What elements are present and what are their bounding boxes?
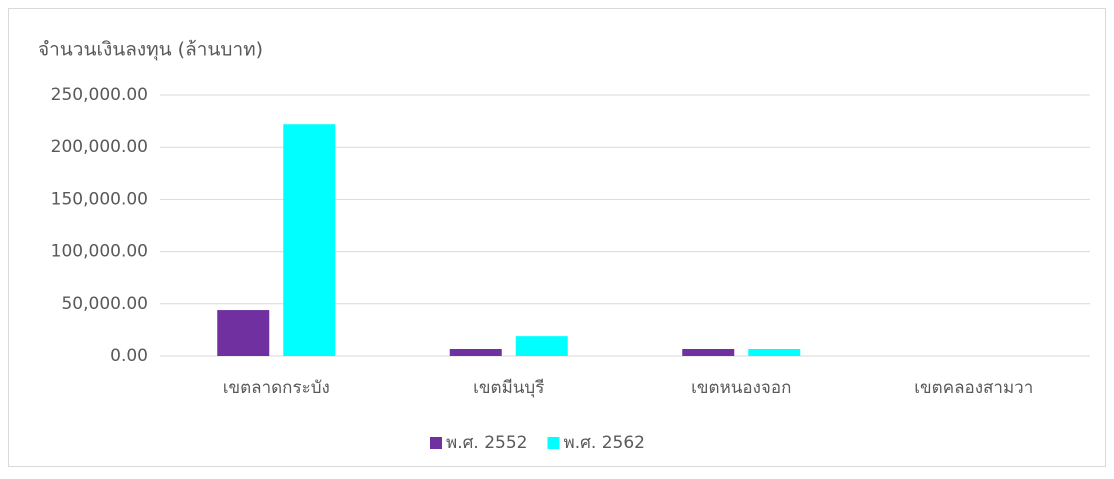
x-tick-label: เขตหนองจอก <box>691 378 791 398</box>
chart-title: จำนวนเงินลงทุน (ล้านบาท) <box>38 39 263 62</box>
bar <box>682 349 735 356</box>
y-tick-label: 150,000.00 <box>51 189 148 209</box>
legend-swatch <box>547 437 560 449</box>
bar <box>217 310 270 356</box>
legend-label: พ.ศ. 2562 <box>563 433 644 453</box>
bar <box>515 336 568 356</box>
y-tick-label: 100,000.00 <box>51 242 148 262</box>
x-tick-label: เขตลาดกระบัง <box>223 378 330 398</box>
y-tick-label: 50,000.00 <box>61 294 148 314</box>
y-tick-label: 200,000.00 <box>51 137 148 157</box>
chart-border <box>8 8 1106 467</box>
x-tick-label: เขตมีนบุรี <box>473 378 544 398</box>
bar <box>449 349 502 356</box>
y-tick-label: 250,000.00 <box>51 85 148 105</box>
y-tick-label: 0.00 <box>110 346 148 366</box>
x-tick-label: เขตคลองสามวา <box>914 378 1033 398</box>
legend-label: พ.ศ. 2552 <box>446 433 527 453</box>
legend-swatch <box>430 437 442 449</box>
bar <box>748 349 801 356</box>
bar <box>283 124 336 357</box>
